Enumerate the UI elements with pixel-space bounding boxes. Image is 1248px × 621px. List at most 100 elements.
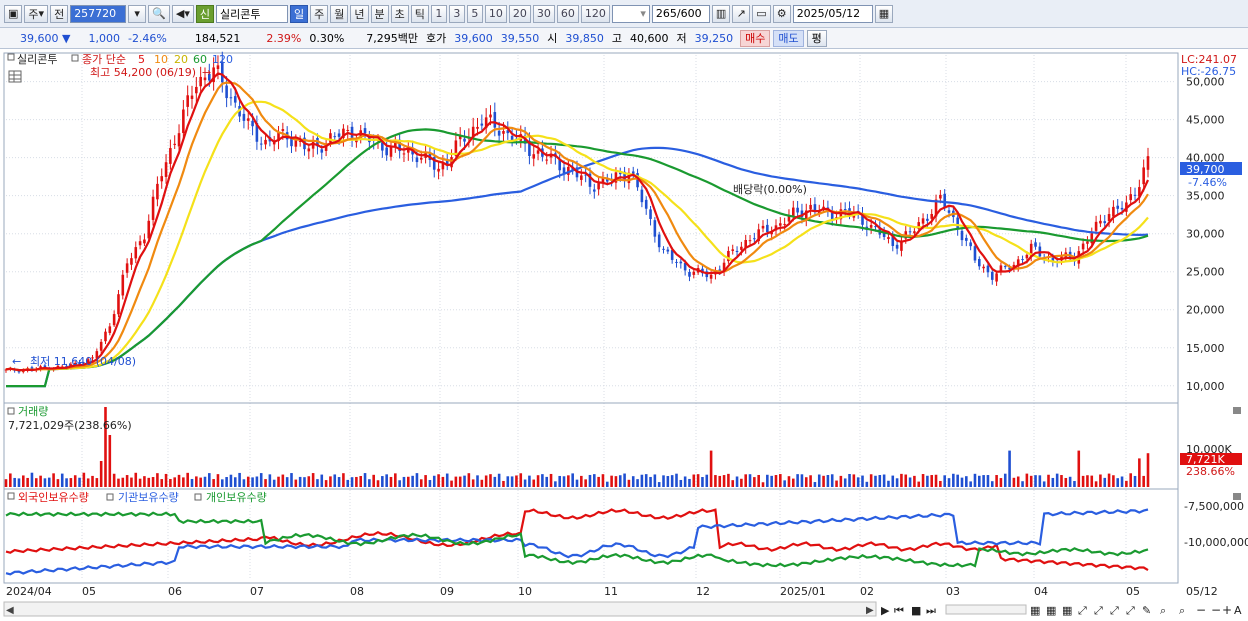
ma-period-20[interactable]: 20 xyxy=(174,53,188,66)
draw-trend-icon[interactable]: ⤢ xyxy=(1094,604,1103,617)
candle-body xyxy=(753,238,756,240)
date-value: 2025/05/12 xyxy=(796,7,861,20)
draw-pen-icon[interactable]: ✎ xyxy=(1142,604,1151,617)
stock-name-field[interactable]: 실리콘투 xyxy=(216,4,288,23)
volume-bar xyxy=(506,476,510,487)
num-button-120[interactable]: 120 xyxy=(580,4,610,23)
period-tick-button[interactable]: 틱 xyxy=(410,4,429,23)
minus-icon[interactable]: − xyxy=(1196,603,1206,617)
volume-tag-pct: 238.66% xyxy=(1186,465,1235,478)
period-day-button[interactable]: 일 xyxy=(290,4,309,23)
horizontal-scrollbar[interactable] xyxy=(3,601,877,617)
zoom-in-icon[interactable]: ▦ xyxy=(1030,604,1040,617)
draw-fan-icon[interactable]: ⤢ xyxy=(1126,604,1135,617)
period-unit-select[interactable]: 주 ▾ xyxy=(24,4,49,23)
volume-bar xyxy=(502,480,505,487)
count-input[interactable]: 265/600 xyxy=(651,4,710,23)
x-axis-label: 05 xyxy=(1126,585,1140,598)
window-icon[interactable]: ▣ xyxy=(4,4,23,23)
scroll-left-icon[interactable]: ◀ xyxy=(6,605,14,616)
chart-settings-icon[interactable]: ▥ xyxy=(711,4,731,23)
volume-bar xyxy=(653,474,657,487)
volume-bar xyxy=(419,479,423,487)
num-button-20[interactable]: 20 xyxy=(508,4,531,23)
draw-channel-icon[interactable]: ⤢ xyxy=(1110,604,1119,617)
gear-icon[interactable]: ⚙ xyxy=(772,4,791,23)
nav-stop-icon[interactable]: ■ xyxy=(911,604,921,617)
ma-period-10[interactable]: 10 xyxy=(154,53,168,66)
candle-body xyxy=(1138,187,1141,197)
volume-bar xyxy=(973,473,977,487)
volume-title[interactable]: 거래량 xyxy=(18,405,48,418)
volume-bar xyxy=(1090,475,1094,487)
scroll-right-icon[interactable]: ▶ xyxy=(866,605,874,616)
volume-bar xyxy=(670,475,674,487)
volume-close-icon[interactable] xyxy=(1233,407,1241,414)
ma-label[interactable]: 종가 단순 xyxy=(82,53,126,66)
y-tick-label: 20,000 xyxy=(1186,304,1225,317)
num-button-5[interactable]: 5 xyxy=(466,4,483,23)
num-button-1[interactable]: 1 xyxy=(430,4,447,23)
num-button-60[interactable]: 60 xyxy=(556,4,579,23)
nav-forward-icon[interactable]: ⏭ xyxy=(926,604,936,617)
period-year-button[interactable]: 년 xyxy=(350,4,369,23)
holding-close-icon[interactable] xyxy=(1233,493,1241,500)
volume-bar xyxy=(856,477,860,487)
volume-bar xyxy=(978,475,981,487)
holding-series-foreign[interactable]: 외국인보유수량 xyxy=(18,491,89,504)
zoom-slider[interactable] xyxy=(945,604,1027,615)
volume-bar xyxy=(835,480,838,487)
candle-body xyxy=(605,179,609,182)
ma-line-60 xyxy=(6,128,1149,388)
period-minute-button[interactable]: 분 xyxy=(370,4,389,23)
save-icon[interactable]: ▭ xyxy=(752,4,771,23)
volume-bar xyxy=(381,476,384,487)
search-icon[interactable]: 🔍 xyxy=(148,4,170,23)
zoom-out-icon[interactable]: ▦ xyxy=(1046,604,1056,617)
ma-period-5[interactable]: 5 xyxy=(138,53,145,66)
holding-square-icon xyxy=(7,492,15,500)
stock-code-input[interactable]: 257720 xyxy=(70,4,127,23)
volume-bar xyxy=(597,476,600,487)
num-button-30[interactable]: 30 xyxy=(532,4,555,23)
draw-tool-icon[interactable]: ↗ xyxy=(732,4,751,23)
magnify-icon[interactable]: ⌕ xyxy=(1160,604,1166,617)
stock-chart[interactable]: 50,000 45,000 40,000 35,000 30,000 25,000 20,0… xyxy=(0,49,1248,621)
volume-bar xyxy=(861,475,864,487)
search-chart-icon[interactable]: ⌕ xyxy=(1179,604,1185,617)
sell-button[interactable]: 매도 xyxy=(773,29,804,47)
ma-period-60[interactable]: 60 xyxy=(193,53,207,66)
period-month-button[interactable]: 월 xyxy=(330,4,349,23)
buy-button[interactable]: 매수 xyxy=(740,29,771,47)
volume-bar xyxy=(1021,481,1024,487)
calendar-icon[interactable]: ▦ xyxy=(874,4,894,23)
date-input[interactable]: 2025/05/12 xyxy=(792,4,873,23)
holding-series-individual[interactable]: 개인보유수량 xyxy=(206,491,267,504)
prev-button[interactable]: 전 xyxy=(50,4,69,23)
volume-bar xyxy=(934,474,938,487)
num-button-10[interactable]: 10 xyxy=(484,4,507,23)
holding-series-institution[interactable]: 기관보유수량 xyxy=(118,491,179,504)
num-button-3[interactable]: 3 xyxy=(448,4,465,23)
ma-period-120[interactable]: 120 xyxy=(212,53,233,66)
custom-period-select[interactable]: ▾ xyxy=(611,4,650,23)
candle-body xyxy=(978,259,981,267)
period-second-button[interactable]: 초 xyxy=(390,4,409,23)
volume-bar xyxy=(995,475,998,487)
period-week-button[interactable]: 주 xyxy=(310,4,329,23)
legend-title[interactable]: 실리콘투 xyxy=(17,53,57,66)
font-size-icon[interactable]: A xyxy=(1234,604,1242,617)
volume-bar xyxy=(60,473,64,487)
volume-bar xyxy=(666,476,670,487)
candle-body xyxy=(143,239,146,244)
nav-next-icon[interactable]: ▶ xyxy=(881,604,890,617)
draw-line-icon[interactable]: ⤢ xyxy=(1078,604,1087,617)
speaker-icon[interactable]: ◀▾ xyxy=(171,4,194,23)
fit-icon[interactable]: ▦ xyxy=(1062,604,1072,617)
table-icon[interactable] xyxy=(8,70,22,83)
nav-back-icon[interactable]: ⏮ xyxy=(894,604,904,617)
plus-icon[interactable]: + xyxy=(1222,603,1232,617)
avg-button[interactable]: 평 xyxy=(806,29,827,47)
open-label: 시 xyxy=(547,32,558,45)
code-dropdown-icon[interactable]: ▾ xyxy=(128,4,147,23)
